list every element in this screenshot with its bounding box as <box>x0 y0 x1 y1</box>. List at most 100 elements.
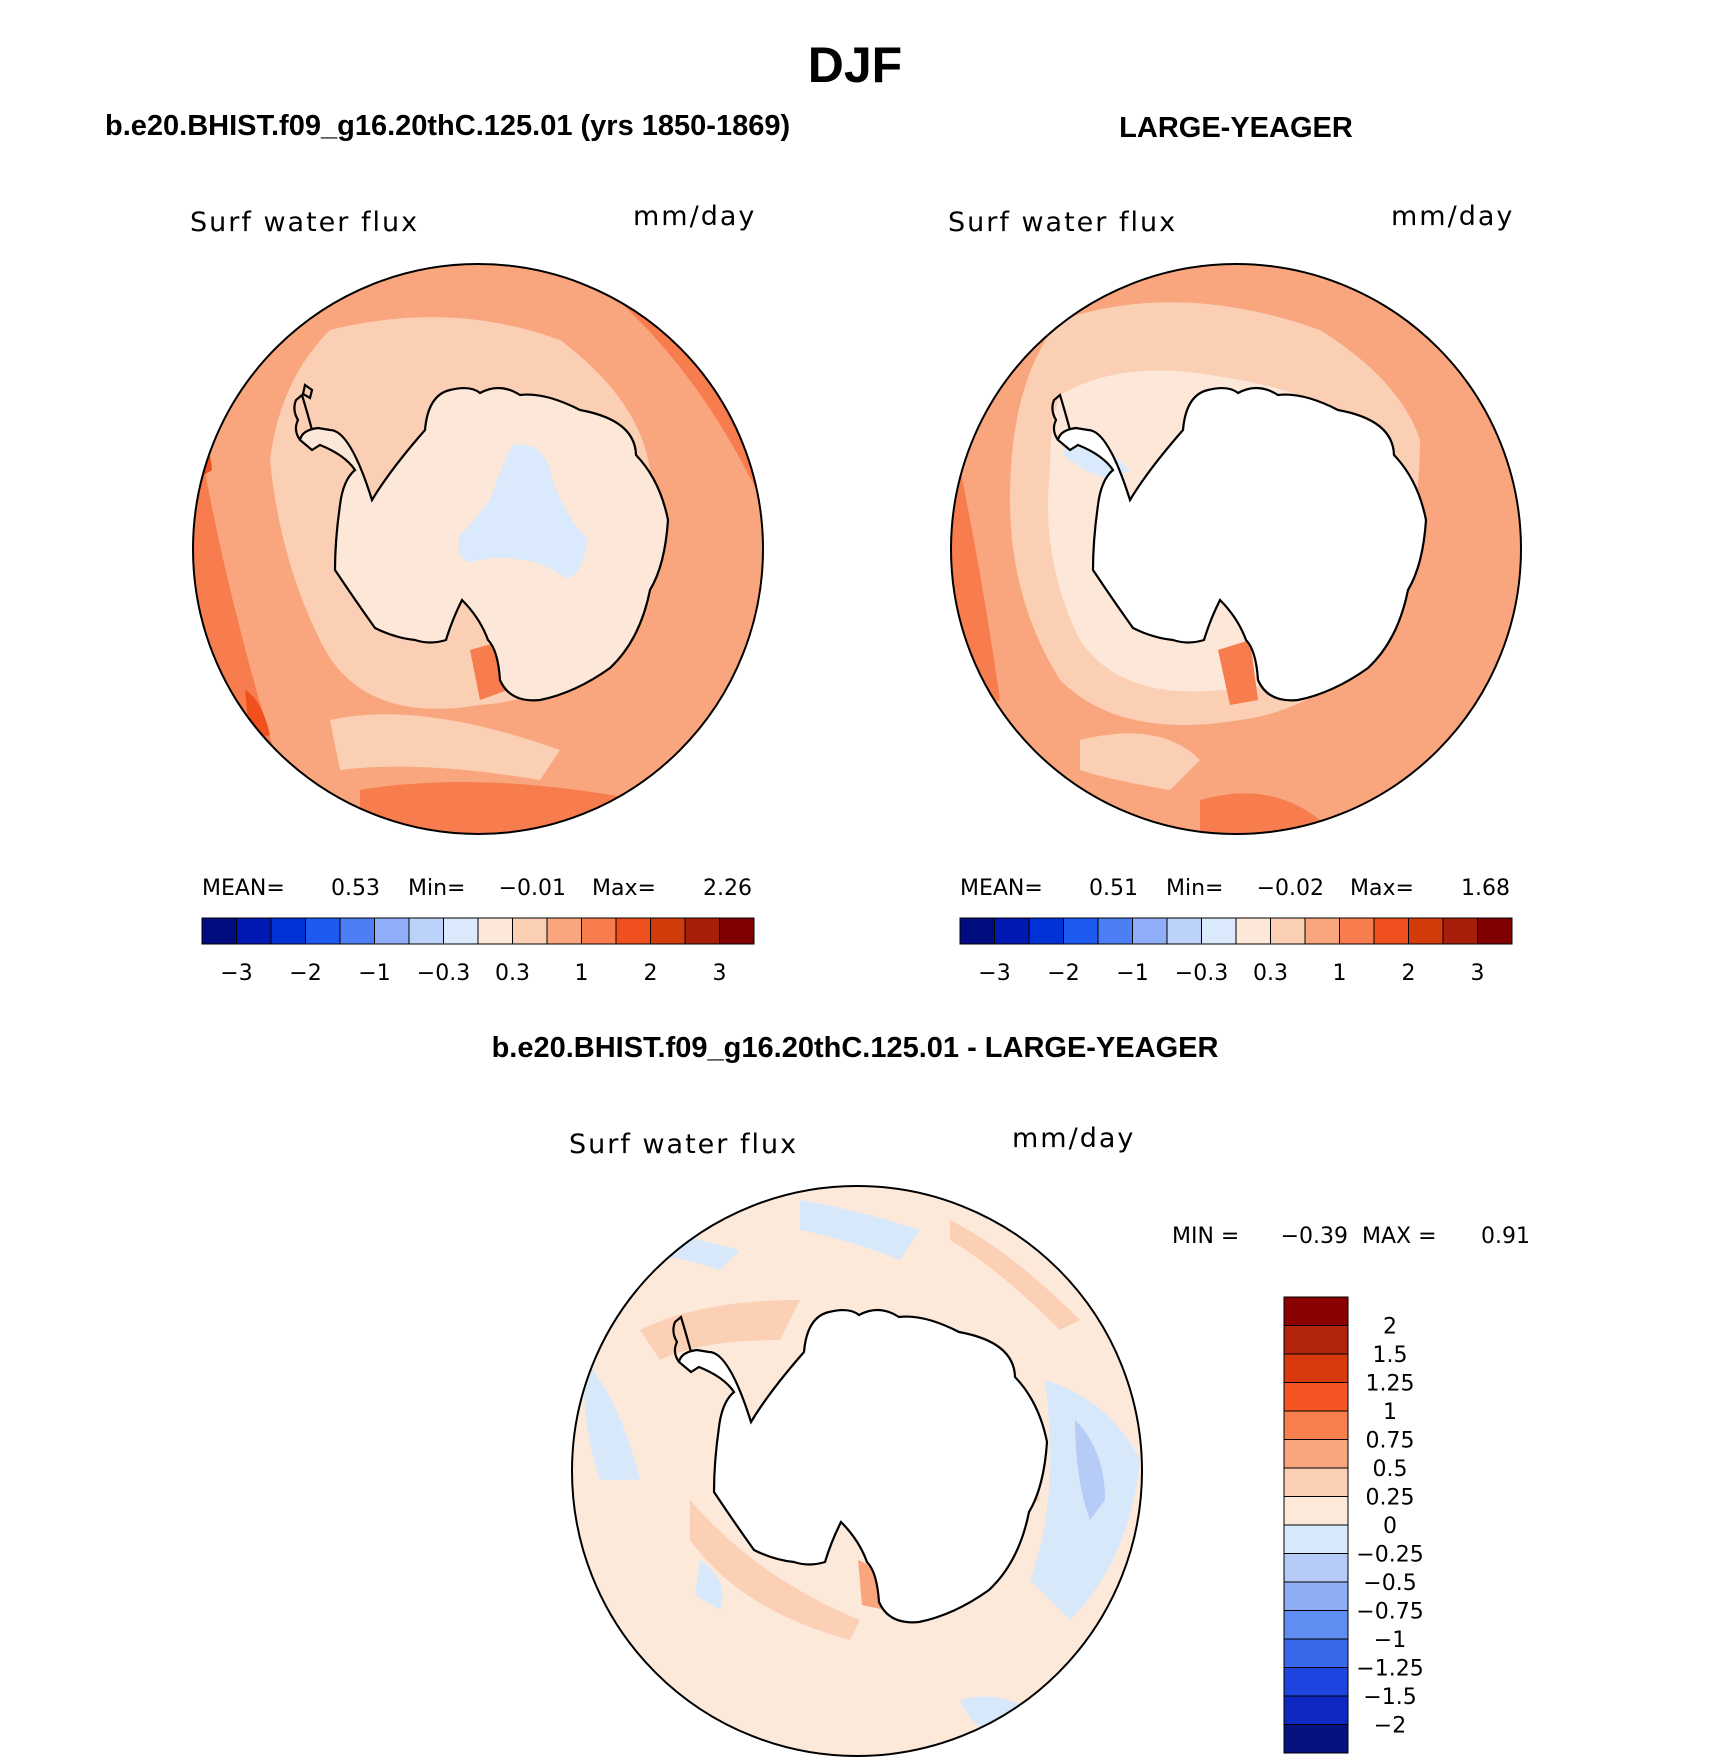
colorbar-swatch <box>1028 917 1064 945</box>
stat-min-value: −0.02 <box>1257 876 1324 901</box>
variable-label: Surf water flux <box>948 207 1177 238</box>
contour-band <box>640 1300 800 1360</box>
colorbar-swatch <box>305 917 341 945</box>
colorbar-swatch <box>1408 917 1444 945</box>
colorbar-swatch <box>1097 917 1133 945</box>
stat-max-label: Max= <box>592 876 656 901</box>
map-boundary <box>571 1185 1143 1757</box>
colorbar-swatch <box>408 917 444 945</box>
panel-title: b.e20.BHIST.f09_g16.20thC.125.01 (yrs 18… <box>105 110 790 142</box>
units-label: mm/day <box>633 201 756 232</box>
colorbar-tick-label: 3 <box>713 961 727 986</box>
colorbar-tick-label: −3 <box>978 961 1010 986</box>
colorbar-tick-label: 1 <box>1383 1400 1397 1425</box>
colorbar-swatch <box>201 917 237 945</box>
colorbar-swatch <box>1283 1467 1349 1497</box>
colorbar-tick-label: 2 <box>1402 961 1416 986</box>
colorbar-swatch <box>1339 917 1375 945</box>
colorbar-swatch <box>1063 917 1099 945</box>
colorbar-tick-label: −1 <box>1374 1628 1406 1653</box>
contour-band <box>695 1560 723 1610</box>
stat-mean-value: 0.53 <box>331 876 380 901</box>
coastline-peninsula <box>1051 393 1072 441</box>
colorbar-swatch <box>994 917 1030 945</box>
variable-label: Surf water flux <box>190 207 419 238</box>
colorbar-swatch <box>1283 1610 1349 1640</box>
colorbar-swatch <box>959 917 995 945</box>
colorbar-swatch <box>719 917 755 945</box>
units-label: mm/day <box>1012 1123 1135 1154</box>
colorbar-swatch <box>1283 1638 1349 1668</box>
colorbar-swatch <box>1283 1667 1349 1697</box>
panel-observation: LARGE-YEAGER Surf water flux mm/day MEAN… <box>948 112 1522 986</box>
stat-min-value: −0.01 <box>499 876 566 901</box>
colorbar-tick-label: 0.75 <box>1366 1429 1415 1454</box>
colorbar-swatch <box>1283 1724 1349 1754</box>
panel-title: b.e20.BHIST.f09_g16.20thC.125.01 - LARGE… <box>492 1032 1219 1064</box>
colorbar: −3 −2 −1 −0.3 0.3 1 2 3 <box>201 917 755 986</box>
colorbar-swatch <box>1283 1410 1349 1440</box>
colorbar-swatch <box>1235 917 1271 945</box>
colorbar-swatch <box>581 917 617 945</box>
colorbar-swatch <box>1132 917 1168 945</box>
stat-mean-label: MEAN= <box>960 876 1043 901</box>
contour-band <box>330 714 560 780</box>
colorbar-swatch <box>1283 1353 1349 1383</box>
colorbar-tick-label: −2 <box>1047 961 1079 986</box>
colorbar-tick-label: −0.25 <box>1356 1543 1423 1568</box>
colorbar-tick-label: 0.5 <box>1373 1457 1408 1482</box>
colorbar-tick-label: 1 <box>1333 961 1347 986</box>
panel-model: b.e20.BHIST.f09_g16.20thC.125.01 (yrs 18… <box>105 110 790 986</box>
colorbar-swatch <box>1201 917 1237 945</box>
variable-label: Surf water flux <box>569 1129 798 1160</box>
colorbar-tick-label: 2 <box>1383 1315 1397 1340</box>
colorbar-tick-label: −1 <box>358 961 390 986</box>
colorbar-swatch <box>1270 917 1306 945</box>
colorbar: −3 −2 −1 −0.3 0.3 1 2 3 <box>959 917 1513 986</box>
stat-mean-label: MEAN= <box>202 876 285 901</box>
colorbar-swatch <box>684 917 720 945</box>
panel-difference: b.e20.BHIST.f09_g16.20thC.125.01 - LARGE… <box>492 1032 1530 1757</box>
main-title: DJF <box>808 37 902 93</box>
stat-min-label: MIN = <box>1172 1224 1239 1249</box>
colorbar-swatch <box>236 917 272 945</box>
stat-max-label: Max= <box>1350 876 1414 901</box>
plateau-minimum-region <box>458 444 588 579</box>
contour-band <box>800 1200 920 1260</box>
colorbar-tick-label: −0.3 <box>1175 961 1228 986</box>
colorbar-tick-label: −1 <box>1116 961 1148 986</box>
colorbar-swatch <box>1283 1496 1349 1526</box>
colorbar-tick-label: 1.25 <box>1366 1372 1415 1397</box>
coastline-peninsula <box>293 393 314 441</box>
contour-band <box>1075 1420 1105 1520</box>
colorbar-tick-label: −2 <box>289 961 321 986</box>
colorbar-swatch <box>270 917 306 945</box>
contour-band <box>1218 640 1258 705</box>
antarctic-continent <box>677 1308 1049 1624</box>
colorbar-tick-label: 1.5 <box>1373 1343 1408 1368</box>
colorbar-tick-label: −0.5 <box>1363 1571 1416 1596</box>
colorbar-swatch <box>1283 1296 1349 1326</box>
units-label: mm/day <box>1391 201 1514 232</box>
colorbar-swatch <box>374 917 410 945</box>
colorbar-swatch <box>1304 917 1340 945</box>
map-boundary <box>950 263 1522 835</box>
colorbar-tick-label: 2 <box>644 961 658 986</box>
colorbar-tick-label: 0.3 <box>1253 961 1288 986</box>
colorbar-swatch <box>1283 1439 1349 1469</box>
coastline-island <box>301 383 314 400</box>
colorbar-tick-label: −0.75 <box>1356 1600 1423 1625</box>
stat-mean-value: 0.51 <box>1089 876 1138 901</box>
colorbar-swatch <box>615 917 651 945</box>
contour-band <box>690 1500 860 1640</box>
colorbar-vertical: 2 1.5 1.25 1 0.75 0.5 0.25 0 −0.25 −0.5 −0.75 −1 −1.… <box>1283 1296 1424 1754</box>
colorbar-tick-label: −0.3 <box>417 961 470 986</box>
stat-min-label: Min= <box>1166 876 1223 901</box>
contour-band <box>584 1360 640 1480</box>
stat-min-label: Min= <box>408 876 465 901</box>
map-boundary <box>192 263 764 835</box>
polar-map <box>193 264 763 834</box>
colorbar-swatch <box>1283 1524 1349 1554</box>
colorbar-swatch <box>1442 917 1478 945</box>
